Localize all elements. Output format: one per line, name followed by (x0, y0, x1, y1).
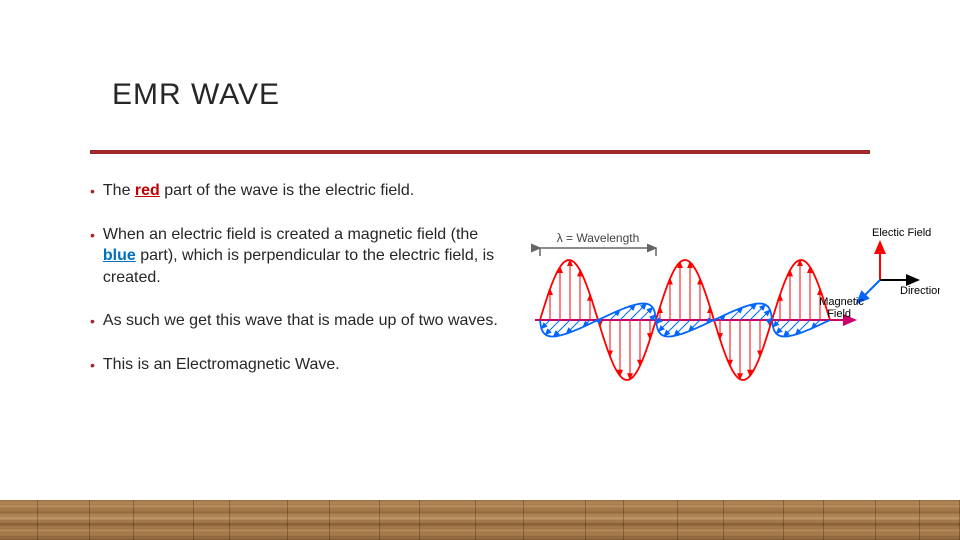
highlight-blue: blue (103, 247, 136, 264)
wood-plank (524, 500, 586, 540)
bullet-item: • When an electric field is created a mag… (90, 224, 510, 289)
wood-plank (678, 500, 724, 540)
svg-text:Direction: Direction (900, 285, 940, 297)
svg-text:Electic Field: Electic Field (872, 227, 931, 239)
emr-wave-diagram: λ = Wavelength Electic Field Direction Magn… (520, 170, 940, 480)
wood-plank (38, 500, 90, 540)
wood-plank (134, 500, 194, 540)
bullet-dot-icon: • (90, 182, 95, 201)
page-title: EMR WAVE (112, 78, 900, 112)
wood-floor-texture (0, 500, 960, 540)
bullet-text: This is an Electromagnetic Wave. (103, 354, 510, 376)
bullet-item: • The red part of the wave is the electri… (90, 180, 510, 202)
svg-text:MagneticField: MagneticField (819, 296, 864, 320)
title-underline (90, 150, 870, 154)
bullet-item: • As such we get this wave that is made u… (90, 310, 510, 332)
wave-svg: λ = Wavelength Electic Field Direction Magn… (520, 170, 940, 480)
wood-plank (824, 500, 876, 540)
wood-plank (586, 500, 624, 540)
wood-plank (476, 500, 524, 540)
wood-plank (876, 500, 920, 540)
bullet-text: The red part of the wave is the electric… (103, 180, 510, 202)
title-area: EMR WAVE (112, 78, 900, 112)
bullet-item: • This is an Electromagnetic Wave. (90, 354, 510, 376)
highlight-red: red (135, 182, 160, 199)
bullet-dot-icon: • (90, 312, 95, 331)
svg-text:λ = Wavelength: λ = Wavelength (557, 231, 640, 245)
wood-plank (724, 500, 784, 540)
wood-plank (624, 500, 678, 540)
bullet-text: As such we get this wave that is made up… (103, 310, 510, 332)
slide: EMR WAVE • The red part of the wave is th… (0, 0, 960, 540)
wood-plank (0, 500, 38, 540)
wood-plank (230, 500, 288, 540)
bullet-list: • The red part of the wave is the electri… (90, 180, 510, 398)
wood-plank (920, 500, 960, 540)
wood-plank (380, 500, 420, 540)
bullet-dot-icon: • (90, 356, 95, 375)
wood-plank (194, 500, 230, 540)
wood-plank (420, 500, 476, 540)
wood-plank (330, 500, 380, 540)
bullet-text: When an electric field is created a magn… (103, 224, 510, 289)
wood-plank (288, 500, 330, 540)
wood-plank (784, 500, 824, 540)
wood-plank (90, 500, 134, 540)
bullet-dot-icon: • (90, 226, 95, 245)
